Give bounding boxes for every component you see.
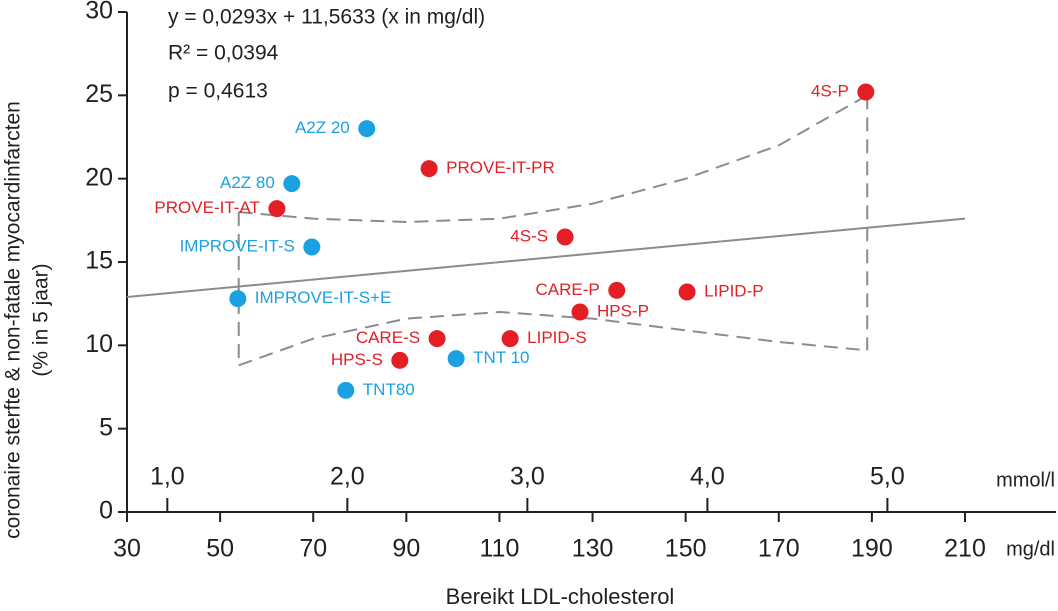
point-label: HPS-P	[597, 301, 649, 320]
x-unit: mg/dl	[1006, 538, 1055, 560]
x-tick-label: 70	[299, 535, 327, 563]
x2-tick-label: 4,0	[690, 463, 725, 491]
x2-tick-label: 2,0	[330, 463, 365, 491]
y-tick-label: 10	[85, 330, 113, 358]
data-point	[420, 160, 438, 178]
data-point	[283, 175, 301, 193]
y-tick-label: 20	[85, 163, 113, 191]
confidence-upper	[238, 94, 868, 224]
data-point	[268, 200, 286, 218]
data-point	[571, 303, 589, 321]
point-label: PROVE-IT-AT	[154, 198, 259, 217]
data-point	[428, 330, 446, 348]
r-squared: R² = 0,0394	[168, 42, 279, 65]
x-tick-label: 150	[665, 535, 707, 563]
point-label: LIPID-P	[704, 281, 764, 300]
confidence-lower	[238, 310, 868, 367]
point-label: A2Z 20	[295, 118, 350, 137]
data-point	[337, 381, 355, 399]
data-point	[229, 290, 247, 308]
data-point	[358, 120, 376, 138]
trend-line	[126, 217, 966, 298]
x-tick-label: 50	[206, 535, 234, 563]
point-label: CARE-P	[536, 280, 600, 299]
x2-tick-label: 5,0	[870, 463, 905, 491]
data-point	[857, 83, 875, 101]
point-label: A2Z 80	[220, 173, 275, 192]
x-tick-label: 130	[572, 535, 614, 563]
equation: y = 0,0293x + 11,5633 (x in mg/dl)	[168, 6, 485, 29]
point-label: PROVE-IT-PR	[446, 158, 555, 177]
data-point	[303, 238, 321, 256]
y-tick-label: 0	[99, 497, 113, 525]
data-point	[556, 228, 574, 246]
x-tick-label: 190	[851, 535, 893, 563]
y-tick-label: 30	[85, 0, 113, 25]
y-tick-label: 5	[99, 413, 113, 441]
point-label: 4S-P	[811, 81, 849, 100]
point-label: HPS-S	[331, 350, 383, 369]
x2-tick-label: 3,0	[510, 463, 545, 491]
point-label: 4S-S	[510, 226, 548, 245]
point-label: TNT80	[363, 380, 415, 399]
p-value: p = 0,4613	[168, 80, 268, 103]
x-tick-label: 110	[480, 535, 520, 563]
y-tick-label: 25	[85, 80, 113, 108]
y-axis-title: (% in 5 jaar)	[30, 263, 53, 376]
point-label: LIPID-S	[527, 328, 587, 347]
data-point	[678, 283, 696, 301]
x2-unit: mmol/l	[996, 469, 1055, 491]
data-point	[501, 330, 519, 348]
point-label: CARE-S	[356, 328, 420, 347]
point-label: IMPROVE-IT-S+E	[255, 288, 392, 307]
y-axis-title: coronaire sterfte & non-fatale myocardin…	[2, 101, 25, 539]
x2-tick-label: 1,0	[150, 463, 185, 491]
point-label: TNT 10	[473, 348, 529, 367]
y-tick-label: 15	[85, 247, 113, 275]
data-point	[447, 350, 465, 368]
data-point	[608, 281, 626, 299]
point-label: IMPROVE-IT-S	[180, 236, 295, 255]
data-point	[391, 351, 409, 369]
x-tick-label: 210	[944, 535, 986, 563]
x-tick-label: 170	[758, 535, 800, 563]
x-axis-title: Bereikt LDL-cholesterol	[446, 584, 675, 609]
x-tick-label: 90	[392, 535, 420, 563]
x-tick-label: 30	[113, 535, 141, 563]
